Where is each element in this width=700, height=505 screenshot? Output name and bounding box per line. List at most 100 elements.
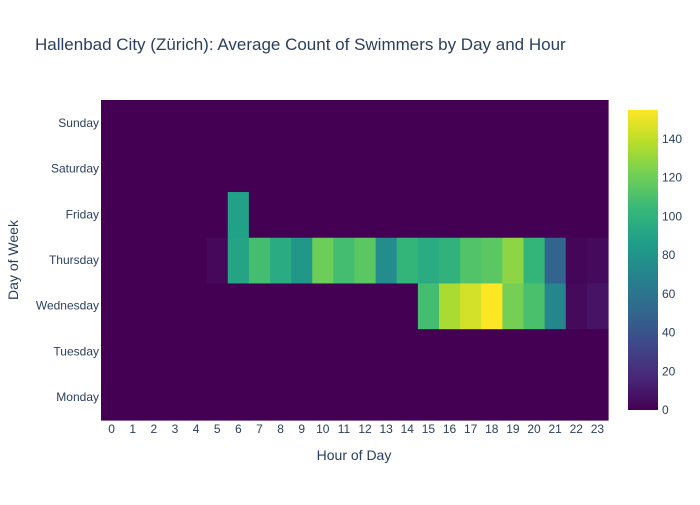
heatmap-cell-friday-14 — [396, 191, 419, 238]
heatmap-cell-monday-3 — [164, 374, 187, 421]
heatmap-cell-friday-5 — [206, 191, 229, 238]
heatmap-cell-tuesday-8 — [270, 328, 292, 375]
x-tick-label: 6 — [235, 422, 242, 436]
heatmap-cell-wednesday-16 — [439, 282, 461, 330]
x-tick-labels: 0 1 2 3 4 5 6 7 8 9 10 11 12 13 14 15 16 17 18 19 20 21 22 23 — [108, 422, 604, 436]
heatmap-cell-wednesday-20 — [523, 282, 546, 330]
heatmap-cell-tuesday-19 — [502, 328, 525, 375]
heatmap-cell-thursday-3 — [164, 237, 187, 284]
heatmap-cell-friday-15 — [417, 191, 440, 238]
heatmap-cell-friday-20 — [523, 191, 546, 238]
heatmap-cell-wednesday-5 — [206, 282, 229, 330]
heatmap-cell-saturday-8 — [270, 145, 292, 193]
heatmap-cell-monday-19 — [502, 374, 525, 421]
x-tick-label: 5 — [214, 422, 221, 436]
heatmap-cell-friday-1 — [122, 191, 144, 238]
heatmap-cell-monday-14 — [396, 374, 419, 421]
heatmap-cell-sunday-10 — [312, 100, 334, 147]
heatmap-cell-sunday-3 — [164, 100, 187, 147]
heatmap-cell-wednesday-2 — [143, 282, 165, 330]
heatmap-cell-saturday-7 — [248, 145, 271, 193]
heatmap-cell-thursday-16 — [439, 237, 461, 284]
y-tick-label: Saturday — [51, 162, 99, 176]
heatmap-cell-tuesday-17 — [460, 328, 482, 375]
heatmap-cell-tuesday-20 — [523, 328, 546, 375]
heatmap-cell-saturday-5 — [206, 145, 229, 193]
heatmap-cell-sunday-9 — [291, 100, 313, 147]
heatmap-cell-sunday-1 — [122, 100, 144, 147]
x-tick-label: 15 — [422, 422, 436, 436]
heatmap-cell-sunday-15 — [417, 100, 440, 147]
heatmap-cell-friday-13 — [375, 191, 398, 238]
heatmap-cell-wednesday-12 — [354, 282, 377, 330]
heatmap-cell-wednesday-11 — [333, 282, 356, 330]
heatmap-cell-sunday-0 — [101, 100, 123, 147]
heatmap-cell-thursday-23 — [586, 237, 609, 284]
heatmap-cell-friday-10 — [312, 191, 334, 238]
heatmap-cell-tuesday-2 — [143, 328, 165, 375]
heatmap-cell-tuesday-16 — [439, 328, 461, 375]
heatmap-cell-wednesday-3 — [164, 282, 187, 330]
heatmap-cell-thursday-5 — [206, 237, 229, 284]
colorbar — [628, 110, 658, 410]
x-tick-label: 10 — [316, 422, 330, 436]
heatmap-cell-saturday-3 — [164, 145, 187, 193]
heatmap-cell-thursday-17 — [460, 237, 482, 284]
heatmap-cell-sunday-22 — [565, 100, 588, 147]
heatmap-cell-thursday-13 — [375, 237, 398, 284]
x-tick-label: 20 — [527, 422, 541, 436]
heatmap-cell-thursday-4 — [185, 237, 208, 284]
heatmap-cell-saturday-19 — [502, 145, 525, 193]
heatmap-cell-thursday-1 — [122, 237, 144, 284]
heatmap-cell-saturday-23 — [586, 145, 609, 193]
heatmap-cell-wednesday-8 — [270, 282, 292, 330]
heatmap-cell-monday-20 — [523, 374, 546, 421]
heatmap-cell-sunday-5 — [206, 100, 229, 147]
heatmap-cell-wednesday-9 — [291, 282, 313, 330]
heatmap-cell-friday-11 — [333, 191, 356, 238]
heatmap-cell-saturday-0 — [101, 145, 123, 193]
heatmap-cell-tuesday-21 — [544, 328, 567, 375]
heatmap-cell-thursday-0 — [101, 237, 123, 284]
heatmap-cell-wednesday-23 — [586, 282, 609, 330]
heatmap-cell-saturday-12 — [354, 145, 377, 193]
heatmap-cell-thursday-15 — [417, 237, 440, 284]
heatmap-cell-monday-22 — [565, 374, 588, 421]
heatmap-cell-sunday-6 — [227, 100, 250, 147]
heatmap-cell-saturday-18 — [481, 145, 503, 193]
heatmap-cell-tuesday-15 — [417, 328, 440, 375]
heatmap-cell-tuesday-0 — [101, 328, 123, 375]
heatmap-cell-saturday-14 — [396, 145, 419, 193]
heatmap-cell-tuesday-5 — [206, 328, 229, 375]
colorbar-tick-label: 80 — [662, 248, 676, 262]
heatmap-cell-wednesday-15 — [417, 282, 440, 330]
heatmap-cell-tuesday-10 — [312, 328, 334, 375]
heatmap-cell-monday-10 — [312, 374, 334, 421]
heatmap-cell-sunday-18 — [481, 100, 503, 147]
y-tick-label: Tuesday — [53, 344, 99, 358]
heatmap-cell-monday-7 — [248, 374, 271, 421]
heatmap-cell-saturday-15 — [417, 145, 440, 193]
heatmap-cell-tuesday-9 — [291, 328, 313, 375]
heatmap-cell-thursday-21 — [544, 237, 567, 284]
heatmap-cell-tuesday-13 — [375, 328, 398, 375]
heatmap-cell-tuesday-18 — [481, 328, 503, 375]
heatmap-cell-monday-8 — [270, 374, 292, 421]
heatmap-cell-saturday-13 — [375, 145, 398, 193]
heatmap-cell-monday-1 — [122, 374, 144, 421]
colorbar-tick-label: 20 — [662, 364, 676, 378]
heatmap-cell-saturday-11 — [333, 145, 356, 193]
x-tick-label: 12 — [358, 422, 372, 436]
x-tick-label: 7 — [256, 422, 263, 436]
y-tick-label: Wednesday — [36, 299, 99, 313]
heatmap-cell-tuesday-23 — [586, 328, 609, 375]
heatmap-cell-monday-5 — [206, 374, 229, 421]
heatmap-cell-tuesday-22 — [565, 328, 588, 375]
heatmap-cell-thursday-2 — [143, 237, 165, 284]
heatmap-cell-saturday-9 — [291, 145, 313, 193]
heatmap-cell-monday-9 — [291, 374, 313, 421]
heatmap-cell-thursday-7 — [248, 237, 271, 284]
heatmap-cell-monday-18 — [481, 374, 503, 421]
heatmap-cell-saturday-20 — [523, 145, 546, 193]
x-tick-label: 14 — [401, 422, 415, 436]
